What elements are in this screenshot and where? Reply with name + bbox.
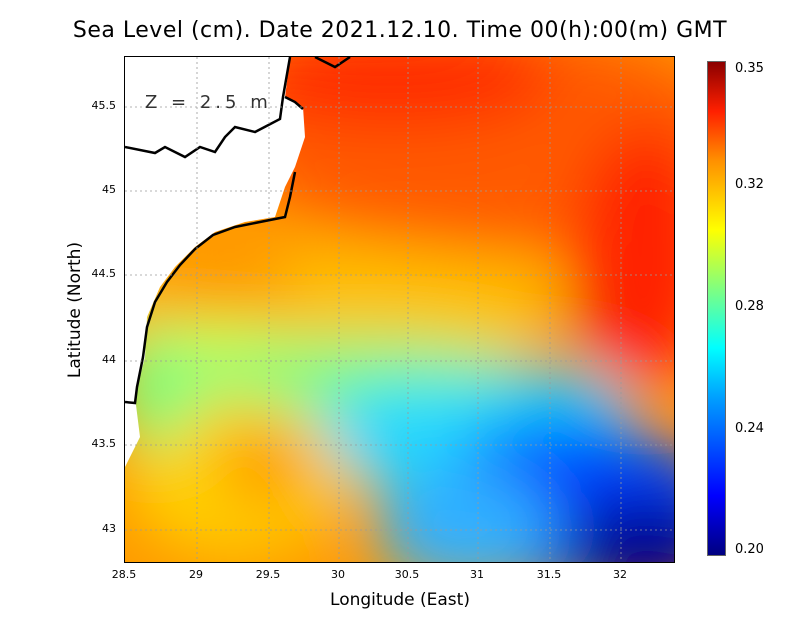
x-tick: 31.5: [536, 568, 562, 581]
depth-label: Z = 2.5 m: [145, 92, 272, 113]
y-tick: 43: [102, 522, 116, 535]
x-tick: 31: [470, 568, 484, 581]
x-tick: 32: [613, 568, 627, 581]
map-svg: [125, 57, 674, 562]
x-tick: 30: [331, 568, 345, 581]
map-plot-area: [124, 56, 675, 563]
coastline: [125, 57, 351, 405]
colorbar: [707, 61, 726, 556]
x-tick: 29.5: [255, 568, 281, 581]
y-tick: 45.5: [91, 99, 117, 112]
x-tick: 28.5: [111, 568, 137, 581]
x-axis-label: Longitude (East): [330, 590, 470, 610]
colorbar-tick: 0.32: [735, 177, 764, 192]
y-tick: 44: [102, 353, 116, 366]
land-mask: [125, 57, 305, 467]
grid: [125, 57, 674, 562]
colorbar-tick: 0.24: [735, 421, 764, 436]
sea-level-field: [125, 57, 674, 562]
y-axis-label: Latitude (North): [65, 241, 85, 379]
colorbar-tick: 0.35: [735, 61, 764, 76]
x-tick: 30.5: [394, 568, 420, 581]
colorbar-tick: 0.28: [735, 299, 764, 314]
y-tick: 43.5: [91, 437, 117, 450]
colorbar-tick: 0.20: [735, 542, 764, 557]
y-tick: 44.5: [91, 267, 117, 280]
x-tick: 29: [189, 568, 203, 581]
chart-title: Sea Level (cm). Date 2021.12.10. Time 00…: [72, 18, 728, 43]
y-tick: 45: [102, 183, 116, 196]
